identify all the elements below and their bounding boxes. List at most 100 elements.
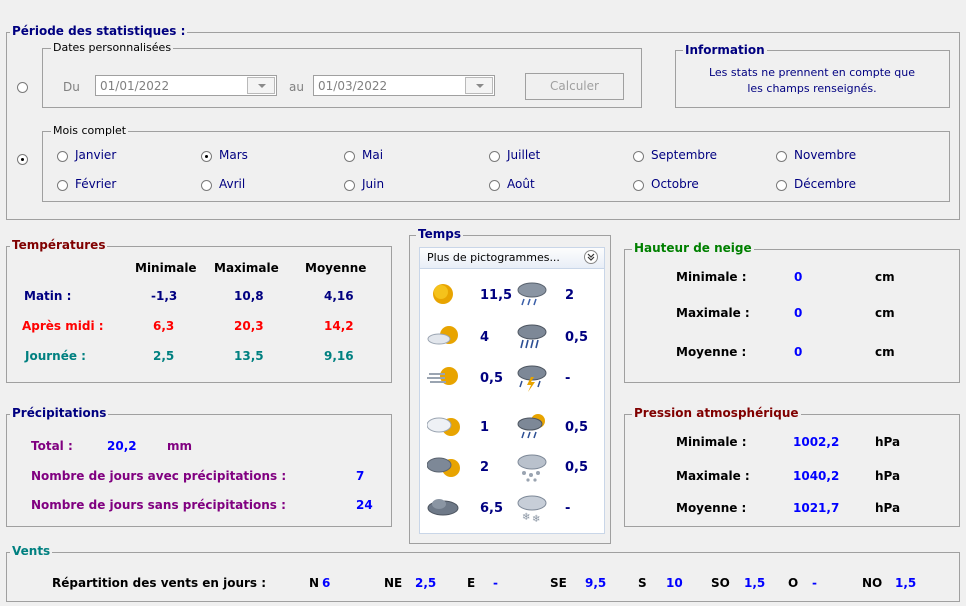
vents-title: Vents bbox=[10, 544, 53, 558]
radio-month-9[interactable] bbox=[489, 180, 500, 191]
temp-header-moy: Moyenne bbox=[305, 261, 367, 275]
neige-moy-value: 0 bbox=[794, 345, 803, 359]
pression-min-value: 1002,2 bbox=[793, 435, 840, 449]
pictogrammes-dropdown[interactable]: Plus de pictogrammes... bbox=[420, 248, 604, 269]
temp-row-journee-max: 13,5 bbox=[234, 349, 264, 363]
neige-min-unit: cm bbox=[875, 270, 895, 284]
radio-month-0[interactable] bbox=[57, 151, 68, 162]
mois-legend: Mois complet bbox=[51, 124, 129, 137]
pression-min-unit: hPa bbox=[875, 435, 901, 449]
temp-row-matin-moy: 4,16 bbox=[324, 289, 354, 303]
au-label: au bbox=[289, 80, 304, 94]
precipitations-frame bbox=[6, 414, 392, 527]
dark-cloud-icon bbox=[427, 494, 461, 524]
pression-max-unit: hPa bbox=[875, 469, 901, 483]
neige-min-value: 0 bbox=[794, 270, 803, 284]
radio-month-2[interactable] bbox=[344, 151, 355, 162]
temps-title: Temps bbox=[416, 227, 463, 241]
month-label: Février bbox=[75, 177, 117, 191]
temps-left-value: 0,5 bbox=[480, 371, 504, 386]
partly-sunny-icon bbox=[427, 323, 461, 353]
temps-left-value: 4 bbox=[480, 330, 490, 345]
vent-dir-label: O bbox=[788, 576, 799, 590]
month-label: Septembre bbox=[651, 148, 718, 162]
pression-moy-label: Moyenne : bbox=[676, 501, 747, 515]
pression-frame bbox=[624, 414, 960, 527]
neige-moy-label: Moyenne : bbox=[676, 345, 747, 359]
temps-right-value: 0,5 bbox=[565, 460, 589, 475]
temp-row-matin-max: 10,8 bbox=[234, 289, 264, 303]
month-label: Mai bbox=[362, 148, 384, 162]
vent-dir-label: NE bbox=[384, 576, 403, 590]
precip-avec-value: 7 bbox=[356, 469, 365, 483]
vent-dir-value: - bbox=[812, 576, 817, 590]
chevron-down-icon[interactable] bbox=[465, 77, 493, 94]
vent-dir-value: 2,5 bbox=[415, 576, 437, 590]
radio-month-5[interactable] bbox=[776, 151, 787, 162]
radio-month-11[interactable] bbox=[776, 180, 787, 191]
temp-row-apresmidi-min: 6,3 bbox=[153, 319, 175, 333]
heavy-rain-icon bbox=[516, 323, 550, 353]
temp-row-matin-min: -1,3 bbox=[151, 289, 178, 303]
temperatures-title: Températures bbox=[10, 238, 108, 252]
radio-month-8[interactable] bbox=[344, 180, 355, 191]
neige-min-label: Minimale : bbox=[676, 270, 747, 284]
radio-month-1[interactable] bbox=[201, 151, 212, 162]
vent-dir-value: - bbox=[493, 576, 498, 590]
periode-frame bbox=[6, 32, 960, 220]
precip-total-value: 20,2 bbox=[107, 439, 137, 453]
temp-row-apresmidi-moy: 14,2 bbox=[324, 319, 354, 333]
chevron-down-icon[interactable] bbox=[247, 77, 275, 94]
pression-title: Pression atmosphérique bbox=[632, 406, 801, 420]
month-label: Mars bbox=[219, 148, 248, 162]
date-du-combo[interactable]: 01/01/2022 bbox=[95, 75, 277, 96]
precipitations-title: Précipitations bbox=[10, 406, 109, 420]
radio-month-4[interactable] bbox=[633, 151, 644, 162]
temps-right-value: - bbox=[565, 501, 571, 516]
temperatures-frame bbox=[6, 246, 392, 383]
fog-sun-icon bbox=[427, 364, 461, 394]
svg-text:❄: ❄ bbox=[522, 512, 530, 523]
month-label: Avril bbox=[219, 177, 246, 191]
radio-month-3[interactable] bbox=[489, 151, 500, 162]
date-au-combo[interactable]: 01/03/2022 bbox=[313, 75, 495, 96]
radio-month-7[interactable] bbox=[201, 180, 212, 191]
temps-left-value: 11,5 bbox=[480, 288, 513, 303]
radio-dates-personnalisees[interactable] bbox=[17, 82, 28, 93]
cloud-sun-icon bbox=[426, 413, 461, 443]
temps-left-value: 6,5 bbox=[480, 501, 504, 516]
month-label: Octobre bbox=[651, 177, 699, 191]
vents-label: Répartition des vents en jours : bbox=[52, 576, 267, 590]
month-label: Janvier bbox=[75, 148, 117, 162]
temp-row-matin-label: Matin : bbox=[24, 289, 72, 303]
temp-row-journee-min: 2,5 bbox=[153, 349, 175, 363]
pression-moy-unit: hPa bbox=[875, 501, 901, 515]
vent-dir-value: 10 bbox=[666, 576, 683, 590]
vent-dir-label: S bbox=[638, 576, 647, 590]
month-label: Juillet bbox=[507, 148, 541, 162]
radio-month-10[interactable] bbox=[633, 180, 644, 191]
temps-right-value: - bbox=[565, 371, 571, 386]
periode-title: Période des statistiques : bbox=[10, 24, 188, 38]
radio-month-6[interactable] bbox=[57, 180, 68, 191]
vent-dir-value: 1,5 bbox=[895, 576, 917, 590]
info-text-line2: les champs renseignés. bbox=[747, 82, 877, 95]
hail-icon bbox=[516, 453, 550, 483]
vents-frame bbox=[6, 552, 960, 602]
temps-frame bbox=[409, 235, 611, 544]
rain-sun-icon bbox=[516, 413, 550, 443]
info-legend: Information bbox=[683, 43, 767, 57]
pictogrammes-dropdown-label: Plus de pictogrammes... bbox=[427, 251, 560, 264]
temp-row-journee-moy: 9,16 bbox=[324, 349, 354, 363]
mois-frame bbox=[42, 131, 950, 202]
snow-icon: ❄ ❄ bbox=[516, 494, 550, 525]
radio-mois-complet[interactable] bbox=[17, 154, 28, 165]
info-frame bbox=[675, 50, 950, 108]
temp-row-journee-label: Journée : bbox=[25, 349, 86, 363]
vent-dir-value: 9,5 bbox=[585, 576, 607, 590]
double-chevron-down-icon[interactable] bbox=[584, 250, 598, 264]
vent-dir-label: NO bbox=[862, 576, 883, 590]
temps-right-value: 2 bbox=[565, 288, 575, 303]
neige-max-unit: cm bbox=[875, 306, 895, 320]
calculer-button[interactable]: Calculer bbox=[525, 73, 624, 100]
